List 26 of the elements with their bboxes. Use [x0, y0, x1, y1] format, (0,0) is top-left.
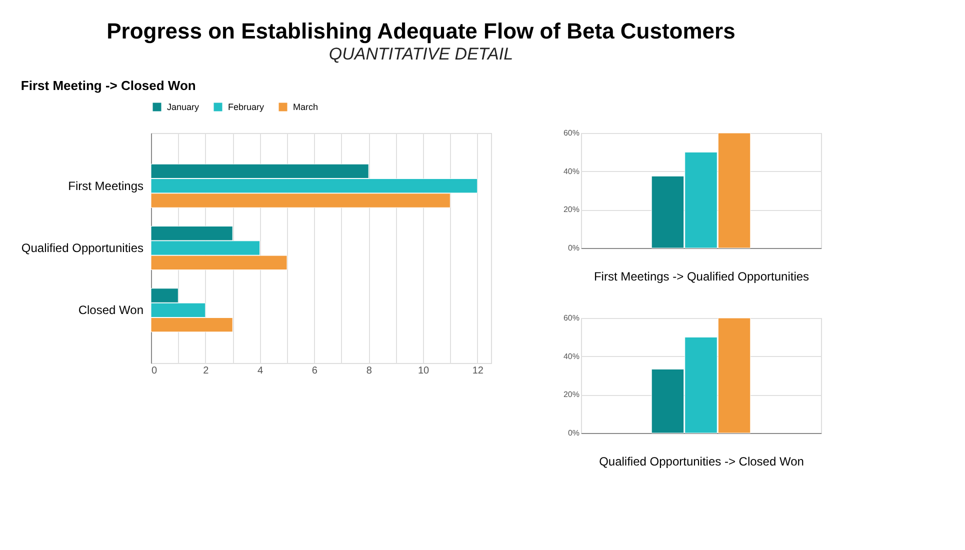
y-tick-label: 0%	[568, 428, 580, 438]
y-tick-label: 20%	[563, 205, 580, 214]
y-tick-label: 0%	[568, 244, 580, 252]
legend-label: January	[167, 102, 200, 112]
text: First Meeting -> Closed Won	[20, 78, 196, 93]
x-axis-title: Qualified Opportunities -> Closed Won	[599, 454, 804, 468]
x-tick-label: 6	[312, 366, 318, 376]
x-tick-label: 8	[366, 366, 372, 376]
y-tick-label: Closed Won	[78, 303, 144, 318]
y-tick-label: 40%	[563, 166, 580, 176]
x-axis-title: First Meetings -> Qualified Opportunities	[594, 270, 810, 284]
y-tick-label: 20%	[563, 390, 580, 400]
chart-subtitle: QUANTITATIVE DETAIL	[328, 44, 514, 64]
x-tick-label: 2	[203, 366, 210, 376]
x-tick-label: 4	[258, 366, 264, 376]
x-tick-label: 10	[418, 366, 430, 376]
y-tick-label: 60%	[563, 128, 580, 138]
x-tick-label: 12	[472, 366, 484, 376]
legend-label: March	[293, 102, 318, 112]
x-tick-label: 0	[152, 366, 158, 376]
y-tick-label: Qualified Opportunities	[21, 241, 144, 255]
legend-label: February	[228, 102, 265, 112]
y-tick-label: 40%	[563, 352, 580, 361]
y-tick-label: 60%	[563, 314, 580, 322]
y-tick-label: First Meetings	[68, 178, 144, 193]
chart-title: Progress on Establishing Adequate Flow of Beta Customers	[106, 18, 736, 44]
